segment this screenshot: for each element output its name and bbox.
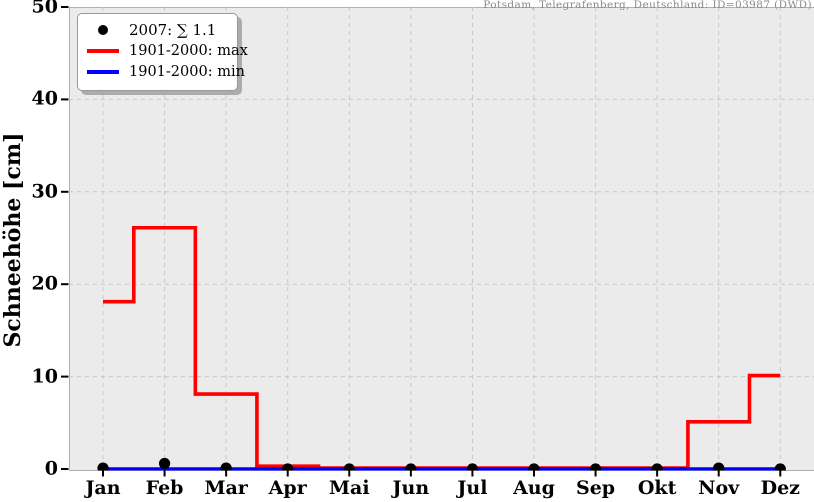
legend-item-min: 1901-2000: min	[85, 62, 245, 83]
y-axis-label: Schneehöhe [cm]	[0, 132, 26, 348]
x-tick-label: Mar	[204, 477, 248, 499]
data-point	[343, 463, 355, 471]
x-tick-label: Sep	[575, 477, 616, 499]
y-tick-label: 20	[31, 272, 58, 295]
blue-line-marker-icon	[85, 70, 121, 75]
legend-item-max: 1901-2000: max	[85, 40, 248, 61]
data-layer	[97, 225, 786, 471]
gridlines	[69, 7, 814, 469]
data-point	[774, 463, 786, 471]
x-tick-label: Aug	[513, 477, 555, 499]
data-points	[97, 457, 786, 471]
data-point	[158, 457, 171, 470]
legend-item-2007: 2007: ∑ 1.1	[85, 19, 229, 40]
data-point	[651, 463, 663, 471]
y-tick-label: 0	[44, 457, 58, 480]
x-tick-label: Jul	[457, 477, 488, 499]
x-tick-label: Apr	[268, 477, 307, 499]
data-point	[466, 463, 479, 471]
x-tick-label: Nov	[698, 477, 740, 499]
legend-item-label: 2007: ∑ 1.1	[129, 20, 217, 39]
y-tick-label: 50	[31, 0, 58, 18]
data-point	[97, 462, 109, 471]
legend: 2007: ∑ 1.1 1901-2000: max 1901-2000: mi…	[77, 13, 248, 91]
chart-title: Potsdam, Telegrafenberg, Deutschland: ID…	[483, 0, 812, 11]
data-point	[220, 462, 232, 471]
x-tick-label: Jan	[85, 477, 121, 499]
x-tick-label: Feb	[145, 477, 184, 499]
data-point	[713, 462, 725, 471]
y-tick-label: 40	[31, 87, 58, 110]
legend-item-label: 1901-2000: max	[129, 42, 248, 59]
data-point	[282, 463, 294, 471]
x-tick-label: Mai	[328, 477, 370, 499]
red-line-marker-icon	[85, 48, 121, 53]
max-line	[103, 225, 781, 470]
tick-marks	[61, 6, 782, 477]
data-point	[405, 463, 417, 471]
x-tick-label: Okt	[637, 477, 677, 499]
data-point	[528, 463, 540, 471]
y-tick-label: 30	[31, 180, 58, 203]
black-dot-marker-icon	[85, 24, 121, 35]
y-tick-label: 10	[31, 365, 58, 388]
data-point	[589, 463, 602, 471]
x-tick-label: Jun	[392, 477, 430, 499]
legend-item-label: 1901-2000: min	[129, 64, 245, 81]
x-tick-label: Dez	[760, 477, 800, 499]
